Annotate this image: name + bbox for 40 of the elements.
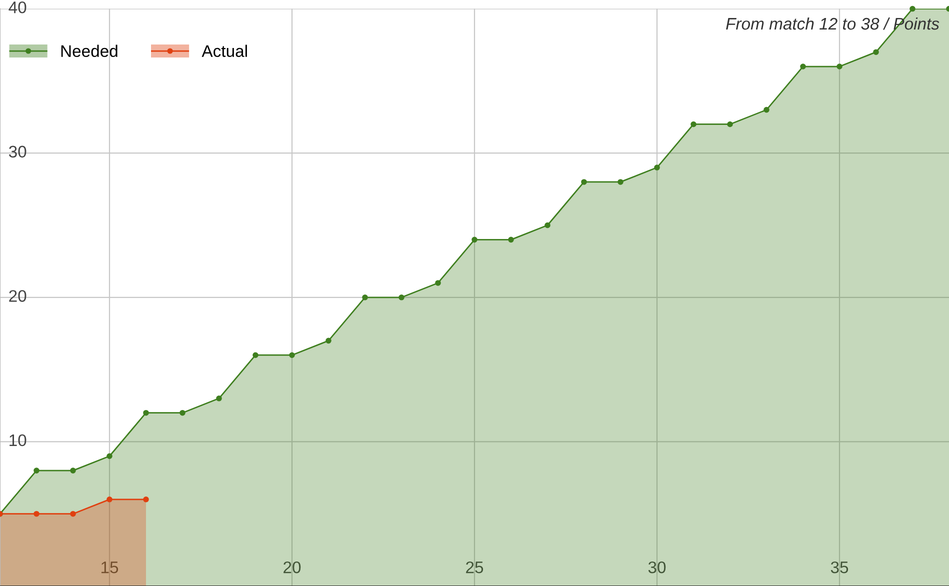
point [727, 121, 733, 128]
legend-label: Needed [61, 44, 118, 58]
point [143, 410, 149, 416]
point [34, 468, 40, 474]
point [216, 396, 222, 402]
y-tick-label: 20 [9, 290, 26, 302]
x-tick-label: 30 [648, 561, 666, 574]
point [106, 453, 112, 460]
point [472, 236, 478, 243]
point [398, 294, 404, 300]
point [70, 468, 76, 474]
point [910, 6, 916, 12]
point [106, 496, 112, 502]
point [180, 410, 186, 416]
point [764, 106, 770, 113]
x-tick-label: 20 [284, 561, 301, 574]
point [618, 179, 624, 185]
point [326, 338, 332, 344]
point [544, 222, 550, 228]
y-tick-label: 40 [8, 1, 26, 14]
point [690, 121, 696, 128]
point [252, 352, 258, 358]
point [362, 294, 368, 300]
x-tick-label: 15 [102, 562, 118, 574]
legend-label: Actual [202, 44, 247, 58]
x-tick-label: 25 [466, 561, 484, 574]
point [143, 496, 149, 502]
point [34, 510, 40, 517]
point [435, 280, 441, 286]
y-tick-label: 10 [10, 434, 26, 446]
point [508, 236, 514, 243]
y-tick-label: 30 [8, 146, 26, 158]
point [836, 64, 842, 70]
x-tick-label: 35 [830, 561, 848, 574]
point [800, 64, 806, 70]
point [654, 164, 660, 170]
point [289, 352, 295, 358]
point [581, 179, 587, 185]
point [873, 49, 879, 55]
point [70, 510, 76, 517]
